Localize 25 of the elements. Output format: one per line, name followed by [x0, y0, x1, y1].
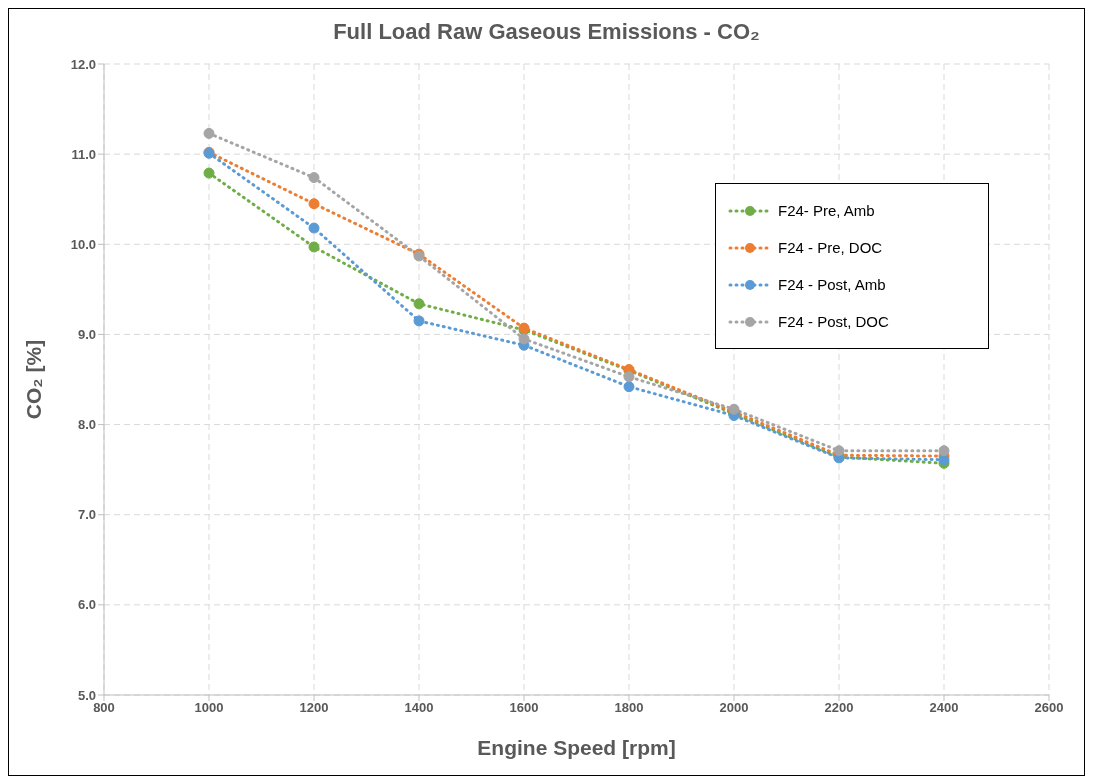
y-tick-label: 5.0: [77, 687, 96, 703]
y-tick-label: 11.0: [71, 146, 96, 162]
x-tick-label: 1000: [194, 700, 224, 716]
legend-label: F24 - Post, DOC: [778, 313, 889, 330]
y-tick-label: 12.0: [70, 56, 96, 72]
legend-label: F24 - Pre, DOC: [778, 239, 883, 256]
x-tick-label: 1800: [614, 700, 644, 716]
chart-title: Full Load Raw Gaseous Emissions - CO₂: [332, 19, 761, 45]
x-tick-label: 1200: [299, 700, 329, 716]
y-tick-label: 8.0: [77, 417, 96, 433]
x-axis-title: Engine Speed [rpm]: [477, 736, 676, 759]
y-tick-label: 7.0: [77, 507, 96, 523]
legend-label: F24- Pre, Amb: [778, 202, 875, 219]
y-axis-title: CO₂ [%]: [22, 339, 46, 420]
y-tick-label: 10.0: [70, 236, 96, 252]
y-tick-label: 6.0: [77, 597, 96, 613]
x-tick-label: 2000: [719, 700, 749, 716]
x-tick-label: 2200: [824, 700, 854, 716]
x-tick-label: 2600: [1034, 700, 1064, 716]
y-tick-label: 9.0: [77, 327, 96, 343]
x-tick-label: 800: [93, 700, 115, 716]
legend-label: F24 - Post, Amb: [778, 276, 886, 293]
x-tick-label: 1600: [509, 700, 539, 716]
x-tick-label: 1400: [404, 700, 434, 716]
x-tick-label: 2400: [929, 700, 959, 716]
